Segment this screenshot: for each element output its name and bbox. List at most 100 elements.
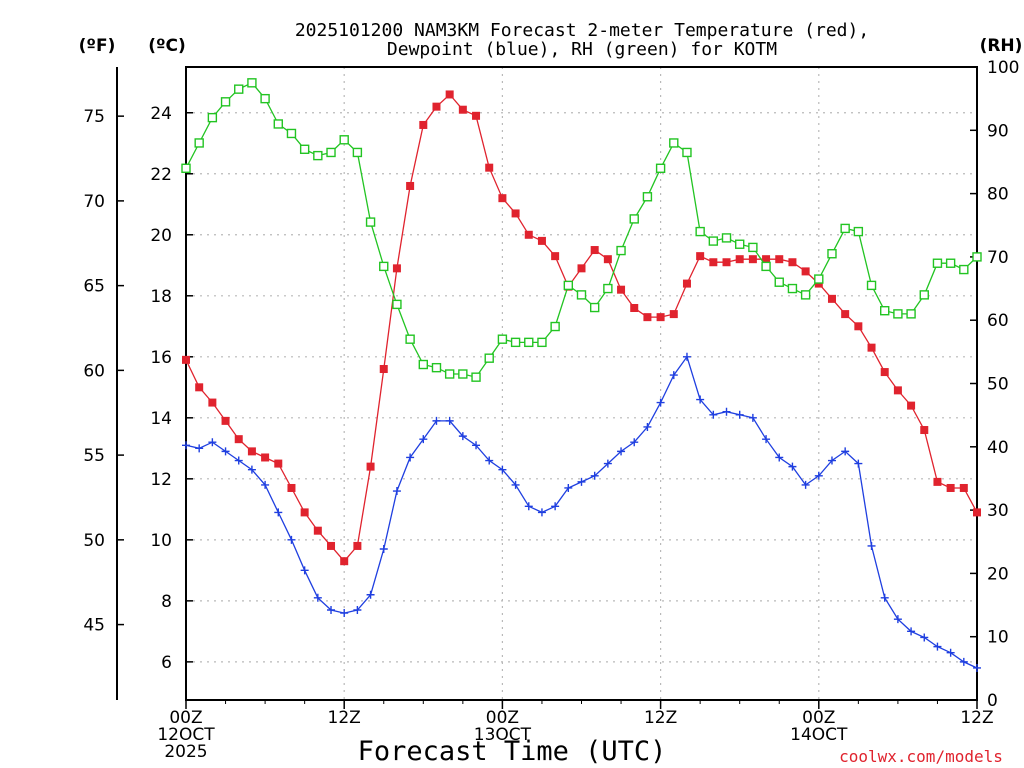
dewpoint-point (603, 459, 612, 468)
rh-point (853, 226, 864, 237)
dewpoint-point (867, 541, 876, 550)
rh-point (313, 150, 323, 161)
x-tick-label: 00Z (486, 708, 519, 728)
fahrenheit-axis-unit: (ºF) (79, 36, 116, 56)
dewpoint-point (735, 410, 744, 419)
rh-point (405, 334, 415, 344)
rh-point (471, 372, 481, 382)
temperature-point (406, 181, 415, 190)
temperature-point (696, 252, 705, 261)
dewpoint-point (274, 508, 283, 517)
temperature-point (379, 365, 388, 374)
temperature-point (841, 310, 850, 319)
dewpoint-point (946, 648, 955, 657)
temperature-point (300, 508, 309, 517)
rh-point (260, 93, 270, 104)
rh-point (458, 369, 468, 379)
rh-point (629, 214, 639, 224)
dewpoint-point (893, 615, 902, 624)
dewpoint-point (814, 471, 823, 480)
fahrenheit-tick-label: 65 (83, 277, 105, 297)
rh-point (194, 138, 204, 148)
rh-tick-label: 30 (987, 501, 1009, 521)
x-tick-label: 12OCT (157, 725, 215, 745)
dewpoint-point (551, 502, 560, 511)
rh-point (840, 223, 850, 234)
temperature-point (959, 483, 968, 492)
dewpoint-point (182, 441, 190, 450)
rh-point (273, 119, 283, 129)
rh-point (787, 283, 798, 294)
rh-point (431, 362, 442, 373)
temperature-point (643, 313, 652, 322)
temperature-point (656, 313, 665, 322)
celsius-tick-label: 8 (161, 592, 172, 612)
temperature-point (353, 541, 362, 550)
x-tick-label: 14OCT (790, 725, 848, 745)
temperature-point (208, 398, 217, 407)
rh-point (655, 163, 666, 173)
temperature-point (327, 541, 336, 550)
temperature-point (234, 435, 243, 444)
rh-point (616, 245, 626, 256)
rh-point (207, 112, 218, 123)
dewpoint-point (973, 663, 981, 672)
dewpoint-point (748, 413, 757, 422)
fahrenheit-tick-label: 55 (83, 446, 105, 466)
temperature-point (485, 163, 494, 172)
dewpoint-point (406, 453, 415, 462)
dewpoint-point (432, 416, 441, 425)
rh-point (669, 138, 679, 148)
temperature-point (511, 209, 520, 218)
credit-link[interactable]: coolwx.com/models (839, 747, 1003, 766)
rh-point (339, 135, 349, 145)
chart-title-line2: Dewpoint (blue), RH (green) for KOTM (387, 39, 777, 60)
temperature-point (973, 508, 981, 517)
dewpoint-point (709, 410, 718, 419)
temperature-point (577, 264, 586, 273)
rh-point (919, 290, 929, 300)
celsius-tick-label: 22 (150, 165, 172, 185)
x-axis-title: Forecast Time (UTC) (358, 736, 667, 767)
celsius-tick-label: 18 (150, 287, 172, 307)
rh-point (893, 309, 903, 319)
fahrenheit-tick-label: 75 (83, 107, 105, 127)
celsius-tick-label: 16 (150, 348, 172, 368)
dewpoint-point (630, 438, 639, 447)
dewpoint-point (366, 590, 375, 599)
temperature-point (419, 120, 428, 129)
x-tick-label: 12Z (644, 708, 677, 728)
temperature-point (274, 459, 283, 468)
rh-point (721, 233, 732, 243)
temperature-point (287, 483, 296, 492)
dewpoint-point (682, 352, 691, 361)
rh-point (959, 264, 969, 275)
fahrenheit-tick-label: 50 (83, 531, 105, 551)
rh-point (642, 192, 653, 202)
dewpoint-point (841, 447, 850, 456)
temperature-point (221, 416, 230, 425)
rh-tick-label: 100 (987, 58, 1019, 78)
rh-point (247, 78, 257, 88)
dewpoint-point (537, 508, 546, 517)
temperature-point (722, 258, 731, 267)
rh-point (484, 353, 494, 363)
dewpoint-point (208, 438, 217, 447)
temperature-point (920, 426, 929, 435)
dewpoint-point (643, 422, 652, 431)
rh-point (932, 258, 943, 268)
temperature-point (617, 285, 626, 294)
temperature-point (472, 111, 481, 120)
temperature-point (445, 90, 454, 99)
rh-point (748, 242, 758, 253)
temperature-point (603, 255, 612, 264)
plot-frame (185, 66, 978, 701)
dewpoint-point (920, 633, 929, 642)
rh-point (906, 309, 916, 319)
temperature-point (709, 258, 718, 267)
rh-point (880, 306, 890, 316)
dewpoint-point (880, 593, 889, 602)
rh-tick-label: 40 (987, 438, 1009, 458)
rh-tick-label: 60 (987, 311, 1009, 331)
